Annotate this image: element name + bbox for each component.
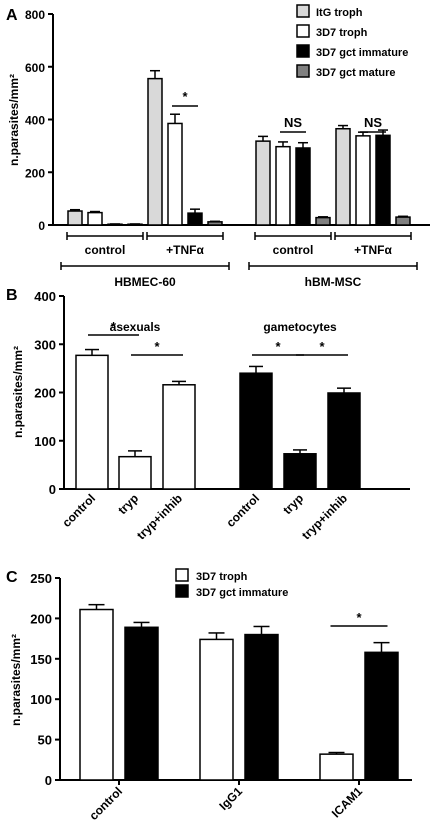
y-axis-label: n.parasites/mm² [7, 74, 21, 166]
y-tick-label: 600 [25, 61, 45, 75]
bar [147, 77, 163, 226]
group-label: +TNFα [166, 243, 204, 257]
x-tick-label: IgG1 [216, 784, 245, 813]
bar [375, 134, 391, 226]
bar [199, 638, 234, 781]
significance-label: * [111, 319, 117, 334]
panel-label: C [6, 569, 18, 586]
y-tick-label: 250 [30, 571, 52, 586]
x-tick-label: tryp [280, 491, 306, 517]
y-axis-label: n.parasites/mm² [9, 634, 23, 726]
group-label: gametocytes [263, 320, 337, 334]
x-tick-label: ICAM1 [329, 784, 366, 821]
bar [364, 651, 399, 781]
group-label: asexuals [110, 320, 161, 334]
y-tick-label: 200 [34, 386, 56, 401]
x-tick-label: tryp [115, 491, 141, 517]
legend-swatch [296, 44, 310, 58]
significance-label: * [356, 610, 362, 625]
y-tick-label: 0 [49, 482, 56, 497]
bar [239, 372, 273, 490]
panel-label: B [6, 287, 18, 304]
bar [335, 127, 351, 226]
bar [118, 455, 152, 490]
y-tick-label: 400 [25, 114, 45, 128]
y-tick-label: 200 [25, 166, 45, 180]
bar [395, 216, 411, 226]
legend-label: 3D7 gct immature [316, 47, 408, 59]
panel-label: A [6, 7, 18, 24]
bar [75, 354, 109, 490]
legend-swatch [296, 64, 310, 78]
cell-group-label: HBMEC-60 [114, 275, 176, 289]
bar [244, 633, 279, 781]
bar [87, 211, 103, 226]
significance-label: * [319, 339, 325, 354]
bar [162, 384, 196, 490]
y-tick-label: 100 [34, 434, 56, 449]
legend-label: 3D7 gct immature [196, 587, 288, 599]
bar [167, 122, 183, 226]
x-tick-label: tryp+inhib [299, 491, 350, 542]
y-tick-label: 400 [34, 289, 56, 304]
y-tick-label: 150 [30, 652, 52, 667]
legend-label: 3D7 troph [316, 27, 368, 39]
bar [187, 212, 203, 226]
legend-label: 3D7 troph [196, 571, 248, 583]
bar [283, 453, 317, 490]
significance-label: * [154, 339, 160, 354]
x-tick-label: control [59, 491, 98, 530]
bar [124, 626, 159, 781]
y-axis-label: n.parasites/mm² [11, 346, 25, 438]
x-tick-label: control [86, 784, 125, 823]
bar [275, 145, 291, 226]
group-label: control [273, 243, 314, 257]
significance-label: * [275, 339, 281, 354]
group-label: control [85, 243, 126, 257]
y-tick-label: 0 [45, 773, 52, 788]
bar [327, 392, 361, 490]
x-tick-label: tryp+inhib [134, 491, 185, 542]
legend-label: 3D7 gct mature [316, 67, 395, 79]
y-tick-label: 800 [25, 8, 45, 22]
legend-swatch [296, 4, 310, 18]
bar [319, 753, 354, 781]
legend-swatch [175, 568, 189, 582]
y-tick-label: 50 [38, 733, 52, 748]
cell-group-label: hBM-MSC [305, 275, 362, 289]
significance-label: * [182, 89, 188, 104]
group-label: +TNFα [354, 243, 392, 257]
bar [355, 135, 371, 226]
bar [67, 210, 83, 226]
y-tick-label: 200 [30, 611, 52, 626]
legend-swatch [175, 584, 189, 598]
y-tick-label: 300 [34, 337, 56, 352]
panel-a: A 0 200 400 600 800 n.parasites/mm² * NS NS contro… [6, 4, 430, 289]
legend-label: ItG troph [316, 7, 363, 19]
y-tick-label: 100 [30, 692, 52, 707]
panel-c: C 0 50 100 150 200 250 n.parasites/mm² control Ig… [6, 568, 412, 823]
bar [315, 216, 331, 226]
y-tick-label: 0 [38, 219, 45, 233]
bar [295, 147, 311, 226]
bar [79, 608, 114, 781]
significance-label: NS [364, 115, 382, 130]
legend-swatch [296, 24, 310, 38]
bar [255, 140, 271, 226]
x-tick-label: control [223, 491, 262, 530]
significance-label: NS [284, 115, 302, 130]
panel-b: B 0 100 200 300 400 n.parasites/mm² control tryp… [6, 287, 410, 542]
bar [207, 221, 223, 226]
